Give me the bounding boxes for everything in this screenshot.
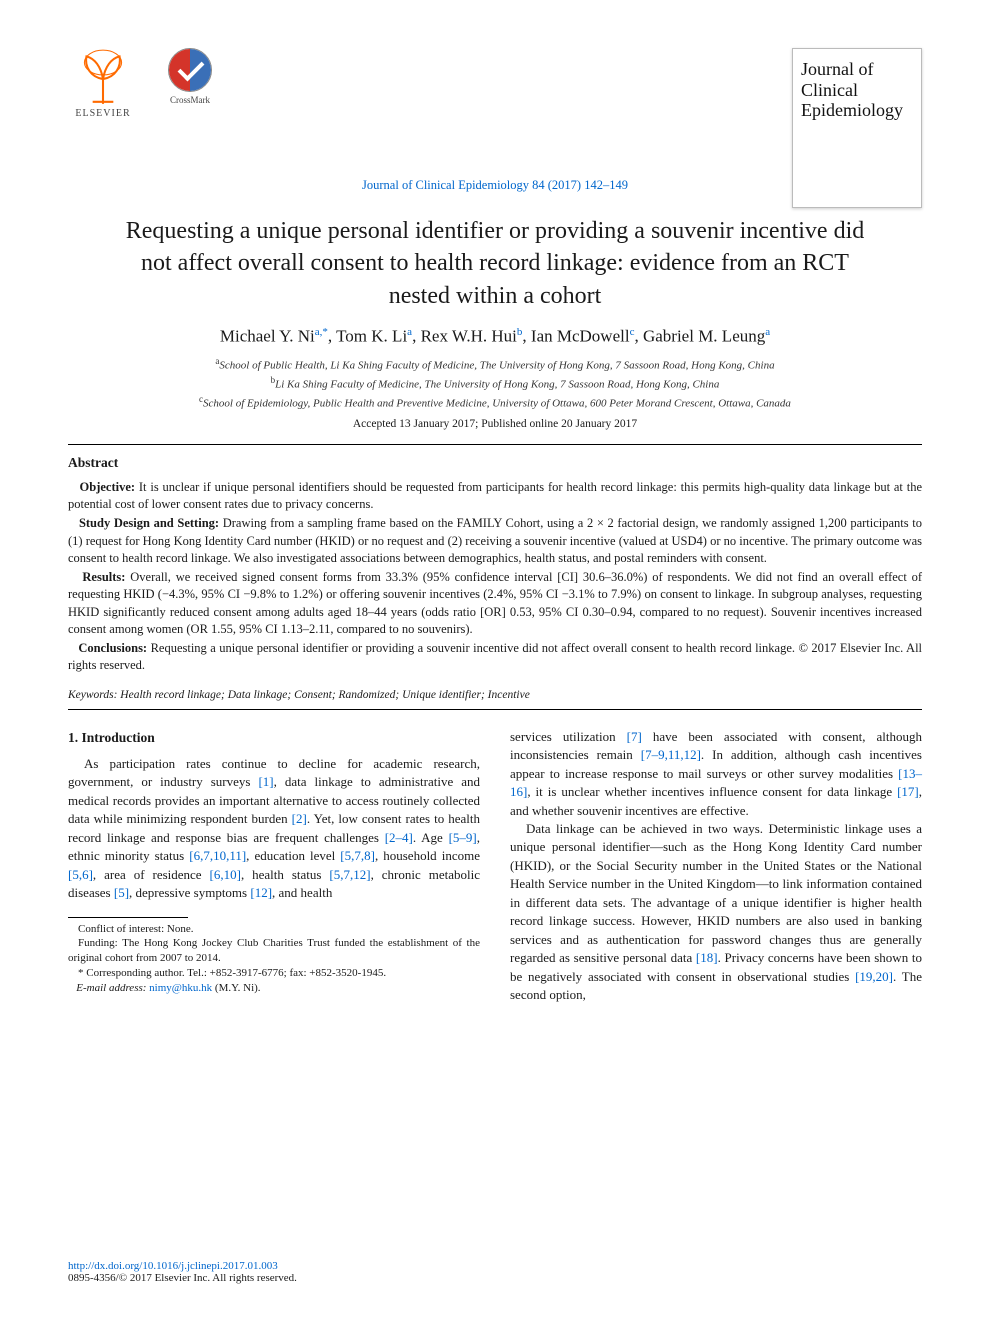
section-number: 1. (68, 730, 78, 745)
author: Gabriel M. Leung (643, 327, 765, 346)
objective-label: Objective: (80, 480, 136, 494)
citation[interactable]: [2–4] (385, 830, 413, 845)
affil-mark[interactable]: c (630, 326, 635, 338)
affil-mark[interactable]: a (407, 326, 412, 338)
citation[interactable]: [7–9,11,12] (641, 747, 701, 762)
footnotes: Conflict of interest: None. Funding: The… (68, 922, 480, 996)
citation[interactable]: [18] (696, 950, 718, 965)
body-columns: 1. Introduction As participation rates c… (68, 728, 922, 1005)
author: Ian McDowell (531, 327, 630, 346)
elsevier-tree-icon (72, 48, 134, 106)
author: Michael Y. Ni (220, 327, 315, 346)
rule-above-abstract (68, 444, 922, 445)
issn-copyright: 0895-4356/© 2017 Elsevier Inc. All right… (68, 1272, 297, 1284)
abstract-results: Results: Overall, we received signed con… (68, 569, 922, 638)
abstract-conclusions: Conclusions: Requesting a unique persona… (68, 640, 922, 675)
results-label: Results: (82, 570, 125, 584)
article-title: Requesting a unique personal identifier … (108, 215, 882, 312)
intro-para-1: As participation rates continue to decli… (68, 755, 480, 903)
abstract-design: Study Design and Setting: Drawing from a… (68, 515, 922, 567)
citation[interactable]: [2] (292, 811, 307, 826)
footnote-rule (68, 917, 188, 918)
rule-below-abstract (68, 709, 922, 710)
keywords-text: Health record linkage; Data linkage; Con… (120, 689, 530, 701)
citation[interactable]: [6,7,10,11] (189, 848, 246, 863)
intro-para-2: Data linkage can be achieved in two ways… (510, 820, 922, 1005)
column-left: 1. Introduction As participation rates c… (68, 728, 480, 1005)
elsevier-logo[interactable]: ELSEVIER (68, 48, 138, 126)
footnote-corresponding: * Corresponding author. Tel.: +852-3917-… (68, 966, 480, 981)
email-attribution: (M.Y. Ni). (215, 982, 261, 994)
citation[interactable]: [1] (258, 774, 273, 789)
keywords-label: Keywords: (68, 689, 117, 701)
citation[interactable]: [5] (114, 885, 129, 900)
article-dates: Accepted 13 January 2017; Published onli… (68, 418, 922, 430)
page-footer: http://dx.doi.org/10.1016/j.jclinepi.201… (68, 1260, 297, 1284)
abstract-heading: Abstract (68, 455, 922, 471)
elsevier-wordmark: ELSEVIER (75, 108, 130, 119)
author-list: Michael Y. Nia,*, Tom K. Lia, Rex W.H. H… (68, 326, 922, 347)
footnote-conflict: Conflict of interest: None. (68, 922, 480, 937)
crossmark-icon (168, 48, 212, 92)
citation[interactable]: [12] (250, 885, 272, 900)
abstract-objective: Objective: It is unclear if unique perso… (68, 479, 922, 514)
keywords-line: Keywords: Health record linkage; Data li… (68, 689, 922, 701)
footnote-email: E-mail address: nimy@hku.hk (M.Y. Ni). (68, 981, 480, 996)
citation[interactable]: [6,10] (210, 867, 241, 882)
results-text: Overall, we received signed consent form… (68, 570, 922, 636)
conclusions-label: Conclusions: (78, 641, 147, 655)
citation[interactable]: [5,7,8] (340, 848, 375, 863)
citation[interactable]: [19,20] (855, 969, 893, 984)
author: Tom K. Li (336, 327, 407, 346)
affiliation-b: Li Ka Shing Faculty of Medicine, The Uni… (275, 379, 719, 391)
crossmark-label: CrossMark (170, 95, 210, 105)
section-heading: 1. Introduction (68, 728, 480, 747)
citation[interactable]: [17] (897, 784, 919, 799)
header-left: ELSEVIER CrossMark (68, 48, 212, 126)
email-link[interactable]: nimy@hku.hk (149, 982, 212, 994)
affiliation-a: School of Public Health, Li Ka Shing Fac… (219, 359, 774, 371)
objective-text: It is unclear if unique personal identif… (68, 480, 922, 511)
doi-link[interactable]: http://dx.doi.org/10.1016/j.jclinepi.201… (68, 1260, 297, 1272)
citation[interactable]: [5,6] (68, 867, 93, 882)
section-title: Introduction (82, 730, 155, 745)
affiliations: aSchool of Public Health, Li Ka Shing Fa… (68, 355, 922, 412)
email-label: E-mail address: (76, 982, 146, 994)
intro-para-1-cont: services utilization [7] have been assoc… (510, 728, 922, 820)
crossmark-badge[interactable]: CrossMark (168, 48, 212, 105)
column-right: services utilization [7] have been assoc… (510, 728, 922, 1005)
citation[interactable]: [5–9] (449, 830, 477, 845)
affiliation-c: School of Epidemiology, Public Health an… (203, 398, 791, 410)
design-label: Study Design and Setting: (79, 516, 219, 530)
conclusions-text: Requesting a unique personal identifier … (68, 641, 922, 672)
author: Rex W.H. Hui (421, 327, 517, 346)
journal-reference-link[interactable]: Journal of Clinical Epidemiology 84 (201… (362, 178, 628, 192)
journal-cover-thumbnail[interactable]: Journal of Clinical Epidemiology (792, 48, 922, 208)
citation[interactable]: [5,7,12] (329, 867, 370, 882)
corresponding-mark[interactable]: * (322, 326, 328, 338)
footnote-funding: Funding: The Hong Kong Jockey Club Chari… (68, 936, 480, 966)
citation[interactable]: [7] (627, 729, 642, 744)
journal-cover-title: Journal of Clinical Epidemiology (801, 59, 913, 121)
affil-mark[interactable]: a (765, 326, 770, 338)
affil-mark[interactable]: b (517, 326, 523, 338)
